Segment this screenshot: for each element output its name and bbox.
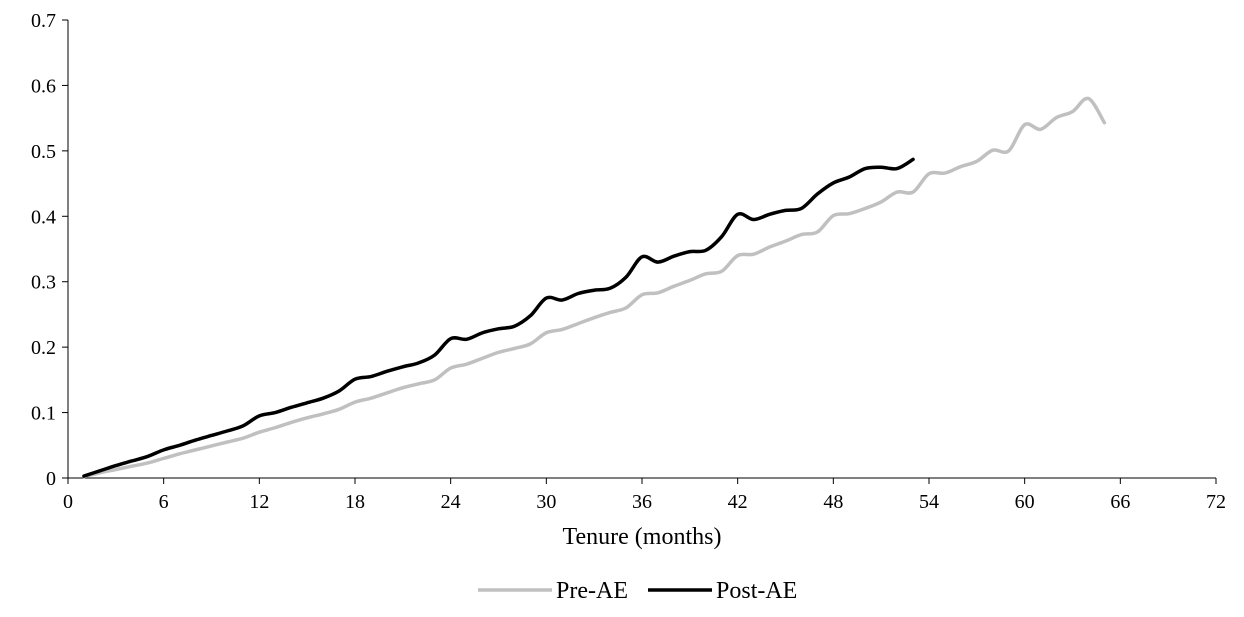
x-tick-label: 0 <box>63 491 73 513</box>
x-tick-label: 54 <box>919 491 939 513</box>
series-line-post-ae <box>82 157 915 478</box>
x-tick-label: 66 <box>1110 491 1130 513</box>
y-tick-label: 0.3 <box>31 272 56 294</box>
x-tick-label: 18 <box>345 491 365 513</box>
series-lines <box>82 96 1107 479</box>
legend: Pre-AE Post-AE <box>478 578 797 604</box>
x-tick-label: 48 <box>823 491 843 513</box>
x-tick-label: 42 <box>728 491 748 513</box>
x-axis-title: Tenure (months) <box>563 524 722 550</box>
x-tick-label: 60 <box>1015 491 1035 513</box>
x-tick-label: 30 <box>536 491 556 513</box>
legend-label-pre-ae: Pre-AE <box>556 578 628 604</box>
y-axis: 0 0.1 0.2 0.3 0.4 0.5 0.6 0.7 <box>31 10 69 490</box>
y-tick-label: 0.2 <box>31 337 56 359</box>
x-tick-label: 72 <box>1206 491 1226 513</box>
legend-label-post-ae: Post-AE <box>716 578 797 604</box>
y-tick-label: 0.5 <box>31 141 56 163</box>
y-tick-label: 0.6 <box>31 75 56 97</box>
y-tick-label: 0.4 <box>31 206 56 228</box>
x-tick-label: 24 <box>441 491 461 513</box>
series-line-pre-ae <box>82 96 1107 479</box>
y-tick-label: 0 <box>46 468 56 490</box>
x-tick-label: 6 <box>159 491 169 513</box>
x-axis: 0 6 12 18 24 30 36 42 48 54 60 66 72 <box>63 477 1226 513</box>
x-tick-label: 36 <box>632 491 652 513</box>
y-tick-label: 0.1 <box>31 403 56 425</box>
x-tick-label: 12 <box>249 491 269 513</box>
y-tick-label: 0.7 <box>31 10 56 32</box>
